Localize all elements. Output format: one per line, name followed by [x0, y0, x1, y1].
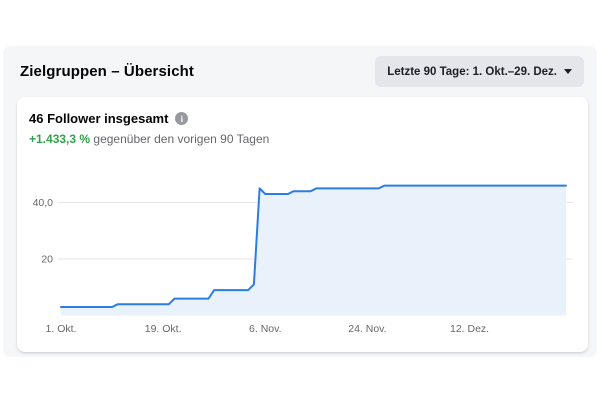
- y-axis-label: 20: [41, 254, 53, 266]
- x-axis-label: 24. Nov.: [348, 323, 386, 335]
- x-axis-label: 6. Nov.: [249, 323, 281, 335]
- x-axis-label: 1. Okt.: [46, 323, 77, 335]
- trend-line: [60, 184, 567, 308]
- followers-card: 46 Follower insgesamt i +1.433,3 % gegen…: [17, 97, 588, 352]
- followers-chart[interactable]: 20 40,0 1. Okt. 19. Okt. 6. Nov. 24. Nov. 12. …: [17, 160, 588, 345]
- card-title: 46 Follower insgesamt: [29, 111, 169, 126]
- date-range-button[interactable]: Letzte 90 Tage: 1. Okt.–29. Dez.: [375, 56, 584, 87]
- info-icon[interactable]: i: [175, 112, 189, 125]
- area-fill: [61, 185, 566, 316]
- card-header: 46 Follower insgesamt i: [29, 111, 588, 126]
- chevron-down-icon: [564, 69, 572, 74]
- followers-chart-canvas[interactable]: 20 40,0 1. Okt. 19. Okt. 6. Nov. 24. Nov. 12. …: [17, 160, 588, 345]
- delta-value: +1.433,3 %: [29, 132, 91, 146]
- delta-suffix: gegenüber den vorigen 90 Tagen: [90, 132, 270, 146]
- panel-header: Zielgruppen – Übersicht Letzte 90 Tage: …: [3, 46, 597, 97]
- y-axis-label: 40,0: [33, 197, 54, 209]
- date-range-label: Letzte 90 Tage: 1. Okt.–29. Dez.: [387, 65, 557, 78]
- page-title: Zielgruppen – Übersicht: [20, 63, 194, 80]
- delta-line: +1.433,3 % gegenüber den vorigen 90 Tage…: [29, 132, 588, 146]
- audience-overview-panel: Zielgruppen – Übersicht Letzte 90 Tage: …: [3, 46, 597, 357]
- x-axis-label: 12. Dez.: [450, 323, 489, 335]
- x-axis-label: 19. Okt.: [145, 323, 182, 335]
